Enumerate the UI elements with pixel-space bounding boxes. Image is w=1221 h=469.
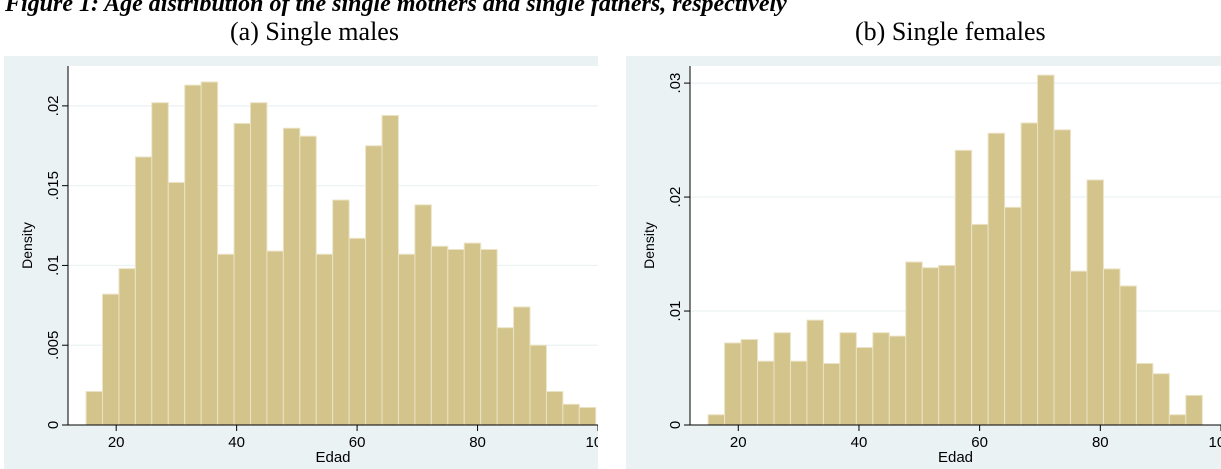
histogram-bar	[578, 406, 597, 426]
x-tick-label: 80	[469, 434, 486, 451]
histogram-bar	[332, 199, 350, 426]
histogram-bar	[954, 149, 973, 426]
x-tick-label: 40	[851, 434, 868, 451]
panel-a-title: (a) Single males	[230, 17, 399, 46]
histogram-bar	[315, 253, 334, 426]
histogram-bar	[496, 327, 515, 426]
histogram-bar	[938, 264, 956, 426]
figure-caption-text: Figure 1: Age distribution of the single…	[5, 0, 787, 17]
histogram-bar	[789, 360, 808, 426]
histogram-bar	[822, 362, 841, 426]
histogram-bar	[200, 81, 219, 426]
histogram-single-males: 0 .005 .01 .015 .02 20 40 60 80 100 Edad Density	[19, 66, 598, 466]
histogram-bar	[1037, 74, 1055, 426]
x-tick-label: 80	[1092, 434, 1109, 451]
histogram-bar	[757, 360, 775, 426]
chart-panel-a: 0 .005 .01 .015 .02 20 40 60 80 100 Edad Density	[4, 56, 598, 469]
histogram-bar	[545, 390, 564, 426]
histogram-bar	[707, 414, 726, 426]
histogram-bar	[430, 245, 449, 426]
histogram-bar	[740, 339, 759, 426]
chart-panel-b: 0 .01 .02 .03 20 40 60 80 100 Edad Density	[626, 56, 1221, 469]
x-tick-label: 100	[585, 434, 598, 451]
histogram-bar	[921, 267, 940, 426]
histogram-bar	[905, 261, 923, 426]
y-axis-title: Density	[19, 222, 35, 269]
panel-b-title: (b) Single females	[855, 17, 1046, 46]
x-tick-label: 20	[730, 434, 747, 451]
x-tick-label: 20	[108, 434, 125, 451]
histogram-bar	[971, 223, 989, 426]
histogram-bar	[529, 344, 547, 426]
histogram-bar	[118, 268, 136, 426]
histogram-bar	[151, 102, 169, 426]
y-tick-label: .02	[45, 95, 62, 116]
histogram-bar	[134, 156, 153, 426]
histogram-bar	[513, 306, 531, 426]
y-tick-label: 0	[667, 421, 684, 429]
histogram-bar	[480, 248, 498, 426]
histogram-bar	[397, 253, 416, 426]
histogram-bar	[855, 347, 874, 426]
figure-caption: Figure 1: Age distribution of the single…	[0, 0, 1221, 21]
x-tick-label: 100	[1208, 434, 1221, 451]
histogram-bar	[217, 253, 235, 426]
histogram-bar	[1119, 285, 1137, 426]
histogram-bar	[1152, 373, 1170, 426]
histogram-bar	[1185, 394, 1203, 426]
histogram-bar	[806, 319, 824, 426]
x-tick-label: 60	[349, 434, 366, 451]
x-tick-label: 40	[228, 434, 245, 451]
histogram-bar	[562, 403, 580, 426]
histogram-bar	[414, 204, 432, 426]
y-tick-label: .01	[667, 301, 684, 322]
histogram-bar	[102, 293, 120, 426]
histogram-bar	[1004, 206, 1022, 426]
x-tick-label: 60	[971, 434, 988, 451]
histogram-bar	[987, 132, 1006, 426]
histogram-bar	[1070, 270, 1088, 426]
y-tick-label: .03	[667, 73, 684, 94]
histogram-bar	[773, 332, 791, 426]
histogram-bar	[1020, 122, 1039, 426]
histogram-bar	[888, 335, 907, 426]
histogram-bar	[1135, 362, 1154, 426]
histogram-bar	[299, 135, 317, 426]
y-tick-label: .01	[45, 255, 62, 276]
y-tick-label: 0	[45, 421, 62, 429]
histogram-bar	[1086, 179, 1104, 426]
histogram-bar	[282, 127, 301, 426]
y-tick-label: .005	[45, 331, 62, 360]
histogram-bar	[249, 102, 268, 426]
histogram-bar	[184, 84, 202, 426]
histogram-bar	[167, 181, 186, 426]
histogram-bar	[233, 122, 251, 426]
histogram-bar	[381, 114, 399, 426]
y-tick-label: .015	[45, 171, 62, 200]
y-axis-title: Density	[641, 222, 657, 269]
histogram-bar	[365, 145, 383, 426]
histogram-bar	[348, 237, 367, 426]
histogram-bar	[724, 342, 742, 426]
histogram-single-females: 0 .01 .02 .03 20 40 60 80 100 Edad Density	[641, 66, 1221, 466]
x-axis-title: Edad	[315, 449, 350, 466]
histogram-bar	[1053, 129, 1072, 426]
histogram-bar	[839, 332, 857, 426]
histogram-bar	[463, 242, 482, 426]
x-axis-title: Edad	[938, 449, 973, 466]
histogram-bar	[266, 250, 284, 426]
y-tick-label: .02	[667, 187, 684, 208]
histogram-bar	[1102, 268, 1121, 426]
histogram-bar	[447, 248, 465, 426]
histogram-bar	[872, 332, 890, 426]
histogram-bar	[85, 390, 104, 426]
histogram-bar	[1168, 414, 1187, 426]
